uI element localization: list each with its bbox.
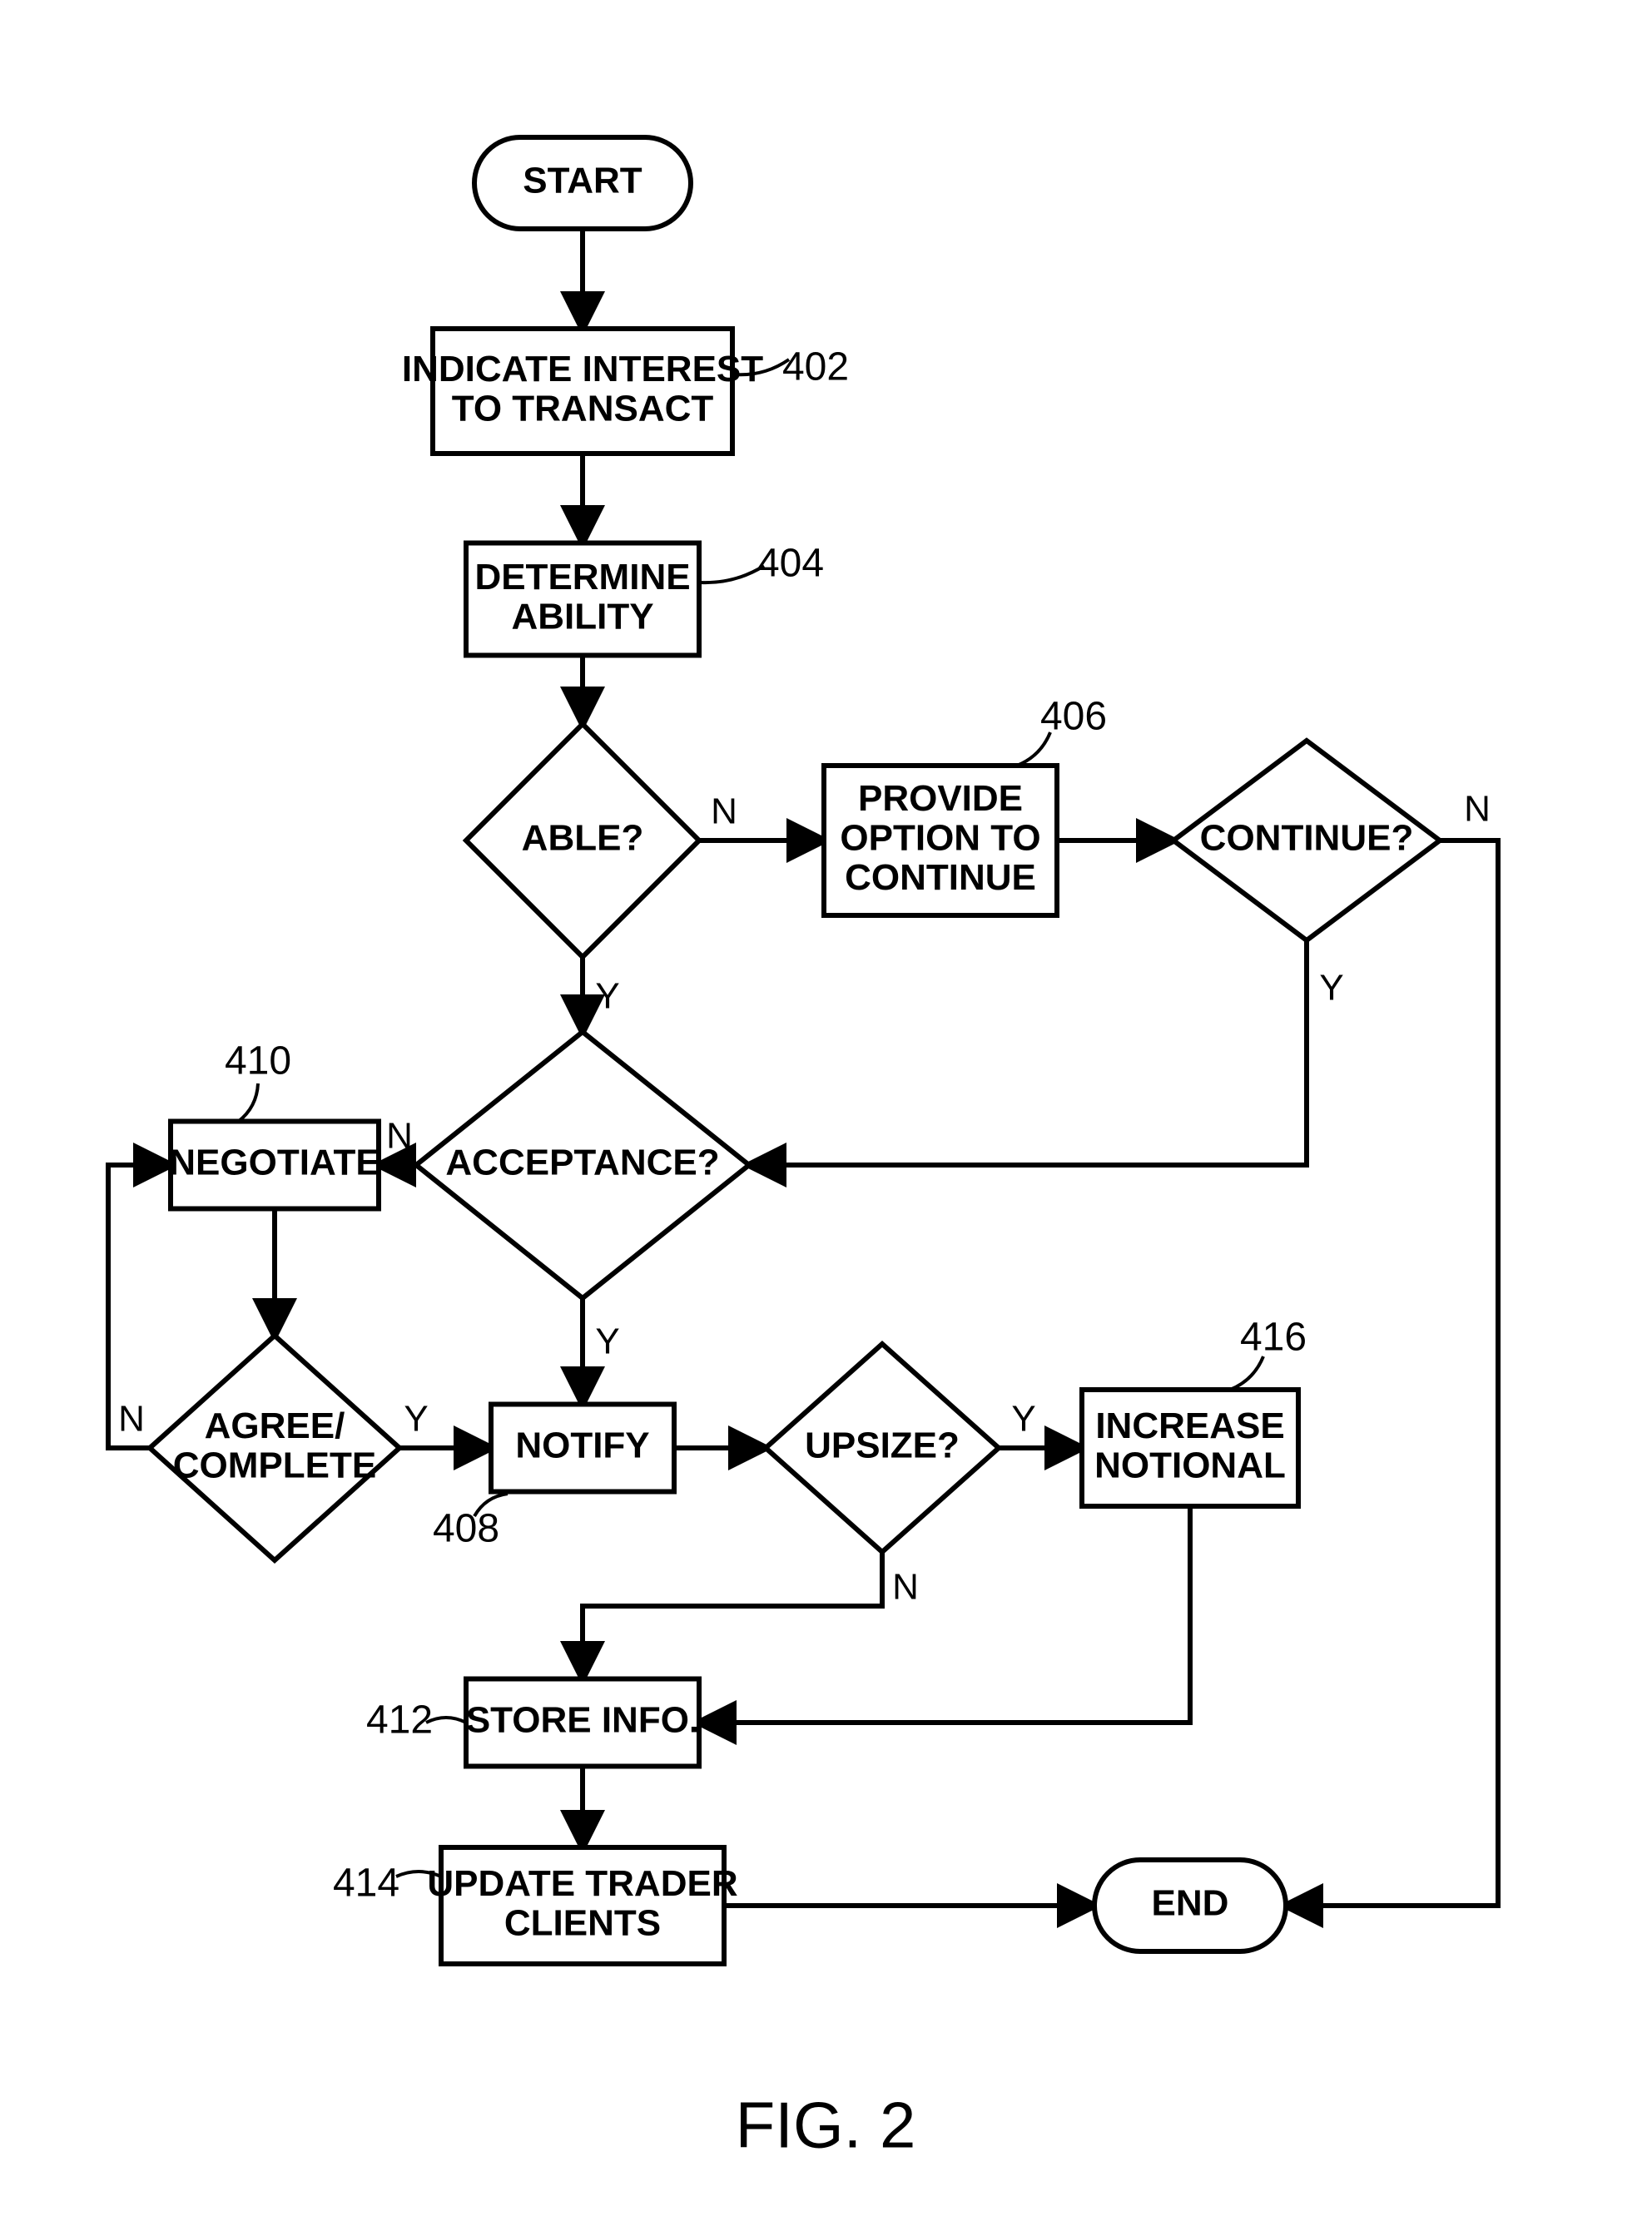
node-label-n410: NEGOTIATE (169, 1143, 380, 1183)
ref-410: 410 (225, 1039, 291, 1083)
node-label-n412: STORE INFO. (466, 1700, 699, 1741)
node-n414: UPDATE TRADERCLIENTS (427, 1847, 737, 1964)
node-label-start: START (523, 161, 642, 201)
ref-leader-5 (1230, 1356, 1263, 1390)
node-label-n408: NOTIFY (515, 1425, 649, 1466)
edge-label-7: N (386, 1116, 413, 1157)
edge-18 (1286, 840, 1498, 1906)
node-n410: NEGOTIATE (169, 1122, 380, 1209)
ref-402: 402 (782, 345, 849, 389)
edge-label-11: Y (595, 1321, 619, 1362)
node-label-n406-2: CONTINUE (845, 857, 1036, 898)
node-label-cont: CONTINUE? (1200, 818, 1414, 859)
edge-label-13: Y (1011, 1399, 1035, 1440)
node-label-agree-0: AGREE/ (205, 1406, 345, 1446)
edge-label-6: Y (1319, 968, 1343, 1009)
node-label-n404-0: DETERMINE (474, 557, 690, 597)
node-n406: PROVIDEOPTION TOCONTINUE (824, 766, 1057, 915)
node-label-n406-0: PROVIDE (858, 778, 1023, 819)
edge-6 (749, 940, 1307, 1165)
node-end: END (1094, 1860, 1286, 1951)
ref-416: 416 (1240, 1316, 1307, 1360)
edge-15 (699, 1506, 1190, 1723)
node-label-n402-1: TO TRANSACT (452, 388, 714, 429)
flowchart-canvas: N Y Y N Y N Y Y N N START INDICATE INTERESTTO TRAN… (0, 0, 1652, 2236)
ref-406: 406 (1040, 695, 1107, 739)
node-label-n416-1: NOTIONAL (1094, 1445, 1286, 1485)
node-label-agree-1: COMPLETE (173, 1445, 376, 1485)
node-start: START (474, 137, 691, 229)
node-agree: AGREE/COMPLETE (150, 1336, 399, 1560)
node-acc: ACCEPTANCE? (416, 1032, 749, 1298)
ref-leader-3 (238, 1083, 258, 1122)
ref-414: 414 (333, 1862, 399, 1906)
node-label-n416-0: INCREASE (1095, 1406, 1284, 1446)
node-label-n414-1: CLIENTS (504, 1902, 661, 1943)
node-n408: NOTIFY (491, 1405, 674, 1492)
node-cont: CONTINUE? (1173, 741, 1440, 940)
edge-label-9: Y (404, 1399, 428, 1440)
node-label-upsize: UPSIZE? (805, 1425, 960, 1466)
edge-label-10: N (118, 1399, 145, 1440)
edge-label-14: N (892, 1567, 919, 1608)
node-label-able: ABLE? (522, 818, 644, 859)
node-n402: INDICATE INTERESTTO TRANSACT (402, 329, 763, 454)
edge-label-18: N (1464, 789, 1491, 830)
node-label-acc: ACCEPTANCE? (445, 1143, 719, 1183)
edge-label-3: N (711, 791, 737, 832)
ref-408: 408 (433, 1507, 499, 1551)
node-label-n414-0: UPDATE TRADER (427, 1863, 737, 1904)
node-n416: INCREASENOTIONAL (1082, 1390, 1298, 1506)
node-n404: DETERMINEABILITY (466, 543, 699, 656)
ref-404: 404 (757, 542, 824, 586)
node-n412: STORE INFO. (466, 1679, 699, 1767)
node-label-n402-0: INDICATE INTEREST (402, 349, 763, 389)
node-label-n404-1: ABILITY (511, 596, 653, 637)
ref-412: 412 (366, 1698, 433, 1743)
node-label-end: END (1152, 1883, 1229, 1924)
figure-caption: FIG. 2 (736, 2089, 916, 2162)
ref-leader-1 (701, 566, 764, 583)
edge-label-5: Y (595, 976, 619, 1017)
node-label-n406-1: OPTION TO (840, 818, 1040, 859)
node-able: ABLE? (466, 724, 699, 957)
edge-14 (583, 1552, 882, 1678)
node-upsize: UPSIZE? (766, 1344, 999, 1552)
